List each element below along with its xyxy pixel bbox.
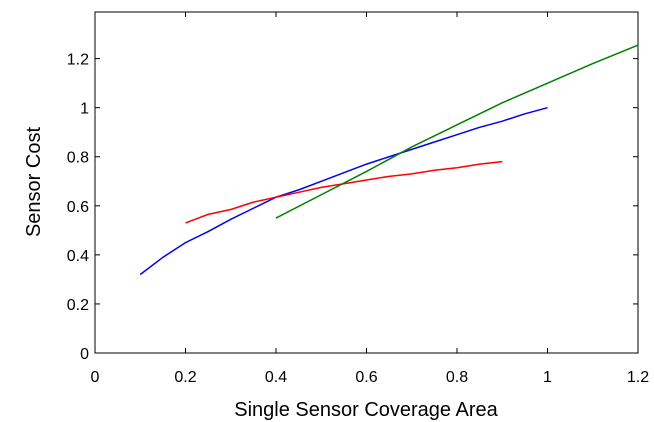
y-tick-label: 1 [80, 101, 89, 118]
axes-box [94, 11, 639, 354]
y-tick-label: 0 [80, 346, 89, 363]
x-axis-label: Single Sensor Coverage Area [234, 399, 498, 421]
y-tick-label: 0.2 [67, 297, 89, 314]
x-tick-label: 0.8 [446, 369, 468, 386]
x-tick-label: 0.6 [355, 369, 377, 386]
y-tick-label: 1.2 [67, 52, 89, 69]
x-tick-label: 1 [543, 369, 552, 386]
y-tick-label: 0.4 [67, 248, 89, 265]
data-line [185, 160, 503, 224]
x-tick-label: 1.2 [627, 369, 649, 386]
y-axis-label: Sensor Cost [23, 127, 45, 237]
x-tick-label: 0.4 [265, 369, 287, 386]
x-tick-label: 0.2 [174, 369, 196, 386]
x-tick-label: 0 [91, 369, 100, 386]
data-line [139, 106, 548, 276]
y-tick-label: 0.6 [67, 199, 89, 216]
y-tick-label: 0.8 [67, 150, 89, 167]
data-line [275, 44, 639, 219]
